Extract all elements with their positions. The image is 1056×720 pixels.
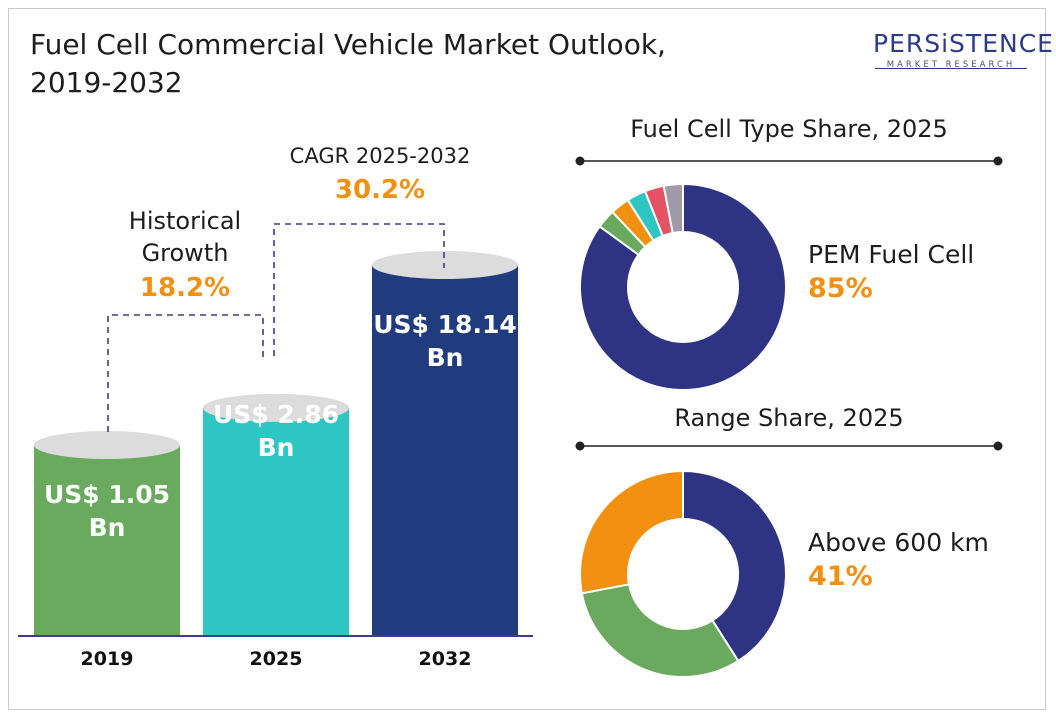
historical-label-line1: Historical xyxy=(128,207,242,235)
cagr-connector xyxy=(273,223,445,356)
frame xyxy=(8,8,1046,710)
bar-cap-2019 xyxy=(34,431,180,459)
donut-2-highlight-value: 41% xyxy=(808,561,873,592)
historical-growth-label: Historical Growth 18.2% xyxy=(110,205,260,307)
donut-2-highlight: Above 600 km 41% xyxy=(808,526,989,594)
bar-value-2019-line2: Bn xyxy=(88,513,126,542)
bar-value-2019-line1: US$ 1.05 xyxy=(43,480,171,509)
donut-1-highlight-value: 85% xyxy=(808,273,873,304)
x-tick-2019: 2019 xyxy=(80,648,134,670)
historical-label-line2: Growth xyxy=(141,239,229,267)
bar-value-2032-line1: US$ 18.14 xyxy=(373,310,517,339)
donut-2-title: Range Share, 2025 xyxy=(674,404,904,432)
donut-2-highlight-label: Above 600 km xyxy=(808,528,989,557)
cagr-label: CAGR 2025-2032 30.2% xyxy=(270,142,490,210)
donut-1-highlight-label: PEM Fuel Cell xyxy=(808,240,975,269)
donut-1-title: Fuel Cell Type Share, 2025 xyxy=(630,115,948,143)
donut2-slice-2 xyxy=(579,469,684,595)
bar-2032 xyxy=(372,265,518,635)
donut2-slice-1 xyxy=(580,583,740,678)
bar-cap-2025 xyxy=(203,393,349,422)
donut1-slice-5 xyxy=(662,182,684,235)
title-line-1: Fuel Cell Commercial Vehicle Market Outl… xyxy=(30,28,666,61)
historical-growth-connector xyxy=(107,314,264,432)
bar-value-2032: US$ 18.14 Bn xyxy=(372,308,518,374)
donut-1-highlight: PEM Fuel Cell 85% xyxy=(808,238,974,306)
x-tick-2032: 2032 xyxy=(418,648,472,670)
bar-2019 xyxy=(34,445,180,635)
logo-wordmark: PERSiSTENCE xyxy=(873,29,1054,58)
logo-rule xyxy=(875,68,1027,69)
x-tick-2025: 2025 xyxy=(249,648,303,670)
donut-2-rule xyxy=(575,441,1003,451)
page-title: Fuel Cell Commercial Vehicle Market Outl… xyxy=(30,26,810,102)
bar-value-2032-line2: Bn xyxy=(426,343,464,372)
bar-cap-2032 xyxy=(372,251,518,279)
brand-logo: PERSiSTENCE MARKET RESEARCH xyxy=(873,29,1054,82)
cagr-value: 30.2% xyxy=(334,175,426,205)
donut2-slice-0 xyxy=(682,469,787,663)
historical-growth-value: 18.2% xyxy=(139,273,231,303)
donut-1-rule xyxy=(575,156,1003,166)
bar-value-2025-line1: US$ 2.86 xyxy=(212,400,340,429)
cagr-label-text: CAGR 2025-2032 xyxy=(289,144,471,168)
title-line-2: 2019-2032 xyxy=(30,66,183,99)
logo-tagline: MARKET RESEARCH xyxy=(886,60,1016,70)
donut1-slice-0 xyxy=(579,182,787,391)
bar-value-2025: US$ 2.86 Bn xyxy=(203,398,349,464)
bar-2025 xyxy=(203,407,349,635)
bar-value-2025-line2: Bn xyxy=(257,433,295,462)
bar-value-2019: US$ 1.05 Bn xyxy=(34,478,180,544)
